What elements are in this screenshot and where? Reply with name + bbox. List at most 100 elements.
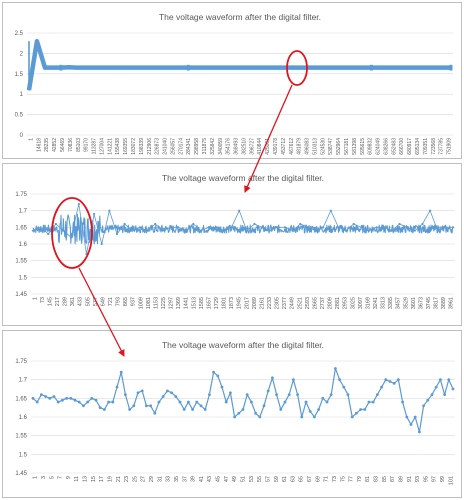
x-tick-label: 14618 xyxy=(36,138,42,152)
data-point xyxy=(421,222,424,226)
data-point xyxy=(451,387,455,391)
data-point xyxy=(275,67,277,69)
x-tick-label: 609832 xyxy=(368,138,374,155)
data-point xyxy=(224,400,228,404)
data-point xyxy=(306,226,310,229)
data-point xyxy=(70,236,73,239)
data-point xyxy=(268,229,271,232)
data-point xyxy=(187,400,190,404)
x-tick-label: 45 xyxy=(216,476,222,482)
x-tick-label: 325842 xyxy=(210,138,216,155)
data-point xyxy=(398,222,401,226)
data-point xyxy=(418,430,421,434)
y-tick-label: 1.7 xyxy=(19,378,28,384)
data-point xyxy=(287,393,291,396)
x-tick-label: 75 xyxy=(340,476,346,482)
x-tick-label: 2305 xyxy=(275,297,281,309)
x-tick-label: 2377 xyxy=(282,297,288,309)
x-tick-label: 505 xyxy=(85,297,91,306)
data-point xyxy=(317,408,320,411)
data-point xyxy=(54,222,58,226)
x-tick-label: 79 xyxy=(357,476,363,482)
data-point xyxy=(212,370,216,374)
x-tick-label: 652483 xyxy=(391,138,397,155)
x-tick-label: 1729 xyxy=(214,297,220,309)
data-point xyxy=(321,396,325,400)
data-point xyxy=(199,404,203,408)
x-tick-label: 3601 xyxy=(411,297,417,309)
data-point xyxy=(262,404,266,408)
data-point xyxy=(346,393,350,396)
data-point xyxy=(237,411,241,415)
data-point xyxy=(238,209,241,212)
data-point xyxy=(215,226,218,229)
y-tick-label: 1.55 xyxy=(15,434,27,440)
data-point xyxy=(276,226,279,229)
data-point xyxy=(103,408,106,411)
x-tick-label: 71 xyxy=(324,476,330,482)
data-point xyxy=(73,398,77,402)
data-point xyxy=(31,229,35,232)
data-point xyxy=(52,395,56,398)
x-tick-label: 2521 xyxy=(297,297,303,309)
x-tick-label: 1 xyxy=(28,138,34,141)
x-tick-label: 89 xyxy=(398,476,404,482)
data-point xyxy=(124,393,127,396)
x-tick-label: 425061 xyxy=(265,138,271,155)
data-point xyxy=(371,400,375,404)
data-point xyxy=(266,389,270,393)
x-tick-label: 284341 xyxy=(186,138,192,155)
data-point xyxy=(31,396,35,400)
x-tick-label: 81 xyxy=(365,476,371,482)
data-point xyxy=(291,229,294,232)
x-tick-label: 552964 xyxy=(336,138,342,155)
data-point xyxy=(291,67,293,69)
data-point xyxy=(108,67,110,69)
data-point xyxy=(376,393,379,396)
x-tick-label: 396727 xyxy=(249,138,255,155)
data-point xyxy=(149,404,153,408)
x-tick-label: 1513 xyxy=(191,297,197,309)
x-tick-label: 340059 xyxy=(218,138,224,155)
data-point xyxy=(299,67,301,69)
data-point xyxy=(163,67,165,69)
x-tick-label: 793 xyxy=(116,297,122,306)
data-point xyxy=(434,67,436,69)
data-point xyxy=(115,232,119,236)
data-point xyxy=(360,226,363,229)
data-point xyxy=(337,226,340,229)
data-point xyxy=(346,67,349,69)
data-point xyxy=(199,229,203,232)
x-tick-label: 91 xyxy=(407,476,413,482)
data-point xyxy=(77,202,80,206)
chart-title: The voltage waveform after the digital f… xyxy=(162,340,324,350)
x-tick-label: 3529 xyxy=(403,297,409,309)
data-point xyxy=(233,415,237,419)
data-point xyxy=(418,67,420,69)
data-point xyxy=(405,415,409,419)
x-tick-label: 1 xyxy=(33,476,39,479)
data-point xyxy=(296,393,299,396)
series-line xyxy=(26,38,451,91)
data-point xyxy=(115,385,119,389)
x-tick-label: 53 xyxy=(249,476,255,482)
x-tick-label: 3313 xyxy=(381,297,387,309)
x-tick-label: 1657 xyxy=(206,297,212,309)
x-tick-label: 3025 xyxy=(350,297,356,309)
data-point xyxy=(191,408,195,411)
data-point xyxy=(359,408,362,411)
data-point xyxy=(283,400,287,404)
data-point xyxy=(426,67,428,69)
x-tick-label: 368493 xyxy=(234,138,240,155)
x-tick-label: 70836 xyxy=(68,138,74,152)
x-tick-label: 2809 xyxy=(328,297,334,309)
data-point xyxy=(179,67,181,69)
x-tick-label: 2881 xyxy=(335,297,341,309)
data-point xyxy=(334,367,337,370)
x-tick-label: 95 xyxy=(423,476,429,482)
x-tick-label: 73 xyxy=(332,476,338,482)
data-point xyxy=(355,411,358,415)
data-point xyxy=(271,376,274,380)
x-tick-label: 3673 xyxy=(418,297,424,309)
data-point xyxy=(342,385,346,389)
